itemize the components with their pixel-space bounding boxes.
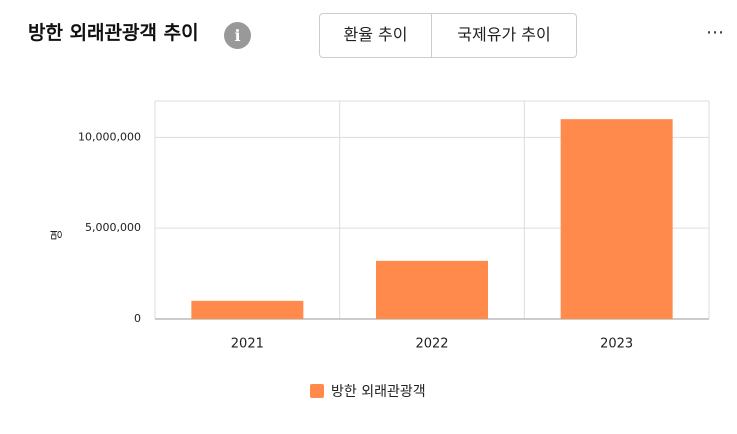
info-icon[interactable]: i [224,22,251,49]
x-tick-label: 2022 [415,337,448,352]
tab-divider [431,14,432,57]
y-tick-label: 5,000,000 [85,221,141,234]
tab-group [319,13,577,58]
x-tick-label: 2021 [231,337,264,352]
bar [376,260,488,319]
y-tick-label: 0 [134,312,141,325]
more-menu[interactable]: ⋯ [706,22,725,43]
bar [560,119,673,320]
legend-label: 방한 외래관광객 [331,384,426,400]
y-tick-label: 10,000,000 [78,130,141,143]
tab[interactable]: 환율 추이 [343,25,408,44]
title: 방한 외래관광객 추이 [28,22,199,44]
tab[interactable]: 국제유가 추이 [457,25,551,44]
bar [191,300,304,319]
y-axis-label: 명 [50,229,64,240]
legend-swatch [310,384,324,398]
x-tick-label: 2023 [600,337,633,352]
